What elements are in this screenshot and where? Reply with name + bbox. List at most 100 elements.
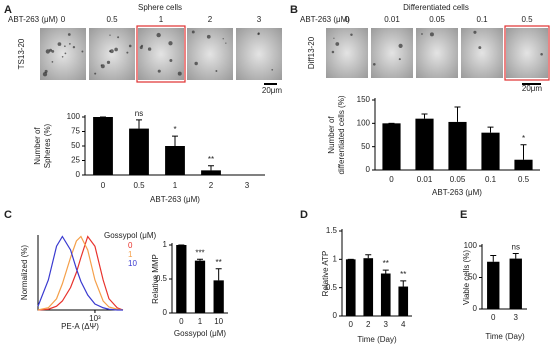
cell-dot xyxy=(398,43,403,48)
y-axis-label: Relative ATP xyxy=(321,251,330,297)
y-tick-label: 100 xyxy=(67,112,81,121)
bar xyxy=(129,128,149,175)
cell-dot xyxy=(117,36,120,39)
error-bar xyxy=(421,113,428,119)
x-tick-label: 0 xyxy=(491,313,496,322)
y-tick-label: 150 xyxy=(357,95,371,104)
y-tick-label: 50 xyxy=(361,142,370,151)
cell-dot xyxy=(225,42,227,44)
cell-dot xyxy=(64,52,67,55)
x-tick-label: 2 xyxy=(209,181,214,190)
panel-letter: A xyxy=(4,4,12,16)
dose-label: 0.5 xyxy=(521,15,533,24)
y-tick-label: 0 xyxy=(76,170,81,179)
y-tick-label: 25 xyxy=(71,156,80,165)
micrograph xyxy=(416,28,458,78)
bar xyxy=(448,121,467,170)
x-tick-label: 3 xyxy=(245,181,250,190)
error-bar xyxy=(382,269,389,274)
cell-dot xyxy=(169,58,173,62)
cell-dot xyxy=(45,49,50,54)
x-tick-label: 0.5 xyxy=(133,181,145,190)
x-axis-label: ABT-263 (μM) xyxy=(432,188,482,197)
x-axis-label: PE-A (ΔΨ) xyxy=(61,322,99,331)
x-tick-label: 10³ xyxy=(89,314,101,323)
y-tick-label: 100 xyxy=(464,241,478,250)
bar xyxy=(380,273,391,316)
y-axis-label: differentiated cells (%) xyxy=(337,95,346,174)
x-axis-label: Gossypol (μM) xyxy=(174,329,227,338)
bar xyxy=(176,245,187,313)
reagent-label: ABT-263 (μM) xyxy=(8,15,58,24)
y-tick-label: 1 xyxy=(333,254,338,263)
x-tick-label: 0 xyxy=(101,181,106,190)
micrograph xyxy=(371,28,413,78)
micrograph xyxy=(236,28,282,80)
significance: * xyxy=(522,134,525,143)
panel-letter: D xyxy=(300,209,308,221)
dose-label: 0 xyxy=(61,15,66,24)
histogram-line xyxy=(37,235,124,311)
bar xyxy=(213,280,224,313)
y-axis-label: Normalized (%) xyxy=(20,245,29,300)
cell-dot xyxy=(331,50,335,54)
bar xyxy=(382,123,401,170)
y-axis-label: Relative MMP xyxy=(151,254,160,304)
cell-dot xyxy=(114,47,118,52)
x-tick-label: 0.01 xyxy=(417,175,433,184)
significance: *** xyxy=(195,248,204,257)
cell-dot xyxy=(257,32,260,36)
bar xyxy=(481,132,500,170)
significance: ** xyxy=(208,155,214,164)
x-axis-label: Time (Day) xyxy=(357,335,397,344)
bar xyxy=(93,117,113,175)
cell-dot xyxy=(478,46,482,50)
x-tick-label: 4 xyxy=(401,320,406,329)
x-tick-label: 0 xyxy=(389,175,394,184)
y-tick-label: 0 xyxy=(333,311,338,320)
cell-dot xyxy=(222,38,224,40)
highlight-frame xyxy=(136,25,186,83)
panel-letter: B xyxy=(290,4,298,16)
bar xyxy=(487,261,500,309)
cell-dot xyxy=(67,33,71,36)
reagent-label: ABT-263 (μM) xyxy=(300,15,350,24)
cell-dot xyxy=(51,61,54,63)
y-tick-label: 0 xyxy=(366,165,371,174)
x-tick-label: 3 xyxy=(514,313,519,322)
significance: ns xyxy=(135,109,143,118)
cell-dot xyxy=(69,43,71,45)
cell-dot xyxy=(128,44,132,48)
dose-label: 0.1 xyxy=(476,15,488,24)
x-tick-label: 3 xyxy=(384,320,389,329)
cell-dot xyxy=(333,37,335,39)
y-tick-label: 0.5 xyxy=(326,283,338,292)
x-tick-label: 0 xyxy=(179,317,184,326)
legend-label: 0 xyxy=(128,241,133,250)
cell-dot xyxy=(64,45,66,48)
y-tick-label: 50 xyxy=(468,273,477,282)
x-tick-label: 2 xyxy=(366,320,371,329)
x-axis-label: Time (Day) xyxy=(485,332,525,341)
cell-dot xyxy=(177,71,182,76)
error-bar xyxy=(136,119,142,129)
bar xyxy=(345,259,356,316)
y-tick-label: 50 xyxy=(71,141,80,150)
bar xyxy=(201,170,221,175)
error-bar xyxy=(454,106,461,122)
x-tick-label: 10 xyxy=(214,317,223,326)
highlight-frame xyxy=(504,25,550,81)
significance: ** xyxy=(400,270,406,279)
cell-dot xyxy=(139,46,143,50)
x-tick-label: 0.05 xyxy=(450,175,466,184)
legend-label: 1 xyxy=(128,250,133,259)
bar xyxy=(509,258,522,309)
axes xyxy=(171,243,228,314)
significance: * xyxy=(173,125,176,134)
cell-dot xyxy=(194,61,198,66)
x-tick-label: 0 xyxy=(349,320,354,329)
legend-label: 10 xyxy=(128,259,137,268)
y-tick-label: 0.5 xyxy=(156,274,168,283)
cell-dot xyxy=(540,52,543,56)
